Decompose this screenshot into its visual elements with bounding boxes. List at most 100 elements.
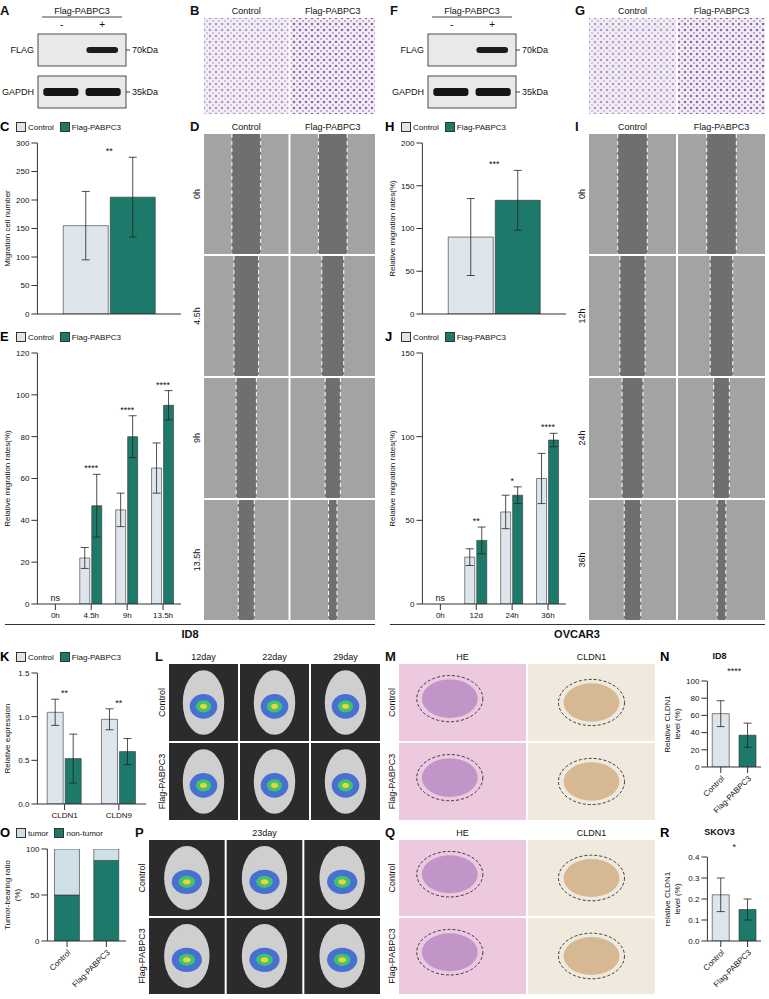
svg-text:29day: 29day [333, 652, 358, 662]
svg-text:Control: Control [618, 6, 647, 16]
svg-text:FLAG: FLAG [400, 45, 424, 55]
svg-text:0: 0 [25, 600, 30, 609]
svg-text:F: F [390, 4, 398, 18]
svg-text:Flag-PABPC3: Flag-PABPC3 [71, 948, 113, 990]
svg-text:150: 150 [401, 349, 415, 358]
svg-text:0.0: 0.0 [688, 937, 700, 946]
svg-text:CLDN1: CLDN1 [577, 828, 607, 838]
svg-text:Flag-PABPC3: Flag-PABPC3 [54, 6, 109, 16]
svg-text:Relative migration rates(%): Relative migration rates(%) [3, 430, 12, 527]
svg-text:0: 0 [35, 937, 40, 946]
svg-text:200: 200 [401, 139, 415, 148]
svg-text:0h: 0h [51, 611, 60, 620]
svg-text:-: - [60, 19, 63, 30]
svg-text:*: * [510, 476, 514, 486]
svg-text:level (%): level (%) [673, 883, 682, 914]
svg-text:50: 50 [30, 891, 39, 900]
svg-text:**: ** [473, 516, 481, 526]
svg-text:Q: Q [385, 826, 395, 840]
svg-text:24h: 24h [577, 430, 587, 445]
svg-text:CLDN1: CLDN1 [577, 652, 607, 662]
svg-text:36h: 36h [541, 611, 554, 620]
svg-text:60: 60 [20, 474, 29, 483]
svg-text:Control: Control [387, 863, 397, 892]
svg-text:Migration cell number: Migration cell number [3, 190, 12, 267]
svg-text:0: 0 [25, 310, 30, 319]
svg-text:1.0: 1.0 [18, 713, 30, 722]
svg-text:Relative CLDN1: Relative CLDN1 [663, 695, 672, 753]
svg-text:Flag-PABPC3: Flag-PABPC3 [694, 122, 749, 132]
svg-text:GAPDH: GAPDH [392, 87, 424, 97]
svg-text:50: 50 [405, 516, 414, 525]
svg-text:4.5h: 4.5h [83, 611, 99, 620]
svg-text:Control: Control [702, 774, 727, 799]
svg-text:0.5: 0.5 [18, 756, 30, 765]
svg-text:**: ** [61, 688, 69, 698]
svg-text:CLDN9: CLDN9 [106, 811, 133, 820]
svg-text:13.5h: 13.5h [153, 611, 173, 620]
svg-text:****: **** [120, 405, 135, 415]
svg-text:HE: HE [456, 652, 469, 662]
svg-text:0h: 0h [192, 189, 202, 199]
svg-text:100: 100 [686, 677, 700, 686]
svg-text:0.1: 0.1 [688, 916, 700, 925]
svg-text:Flag-PABPC3: Flag-PABPC3 [712, 774, 754, 816]
svg-text:36h: 36h [577, 552, 587, 567]
svg-text:300: 300 [16, 139, 30, 148]
svg-text:relative CLDN1: relative CLDN1 [663, 871, 672, 926]
svg-text:Control: Control [157, 688, 167, 717]
svg-text:Control: Control [137, 863, 147, 892]
svg-text:D: D [190, 120, 199, 134]
svg-text:60: 60 [690, 711, 699, 720]
svg-text:70kDa: 70kDa [522, 45, 548, 55]
svg-text:I: I [575, 120, 579, 134]
svg-text:50: 50 [20, 281, 29, 290]
svg-text:0.0: 0.0 [18, 800, 30, 809]
svg-text:HE: HE [456, 828, 469, 838]
svg-text:0: 0 [410, 600, 415, 609]
svg-text:0.4: 0.4 [688, 853, 700, 862]
svg-text:ns: ns [51, 593, 61, 603]
svg-text:Flag-PABPC3: Flag-PABPC3 [694, 6, 749, 16]
svg-text:80: 80 [20, 433, 29, 442]
svg-text:150: 150 [401, 182, 415, 191]
svg-text:Relative migration rates(%): Relative migration rates(%) [388, 430, 397, 527]
svg-text:Flag-PABPC3: Flag-PABPC3 [137, 928, 147, 983]
svg-text:Control: Control [618, 122, 647, 132]
svg-text:9h: 9h [192, 433, 202, 443]
svg-text:Flag-PABPC3: Flag-PABPC3 [712, 948, 754, 990]
svg-text:Control: Control [387, 688, 397, 717]
svg-text:100: 100 [401, 433, 415, 442]
svg-text:Relative migration rates(%): Relative migration rates(%) [388, 180, 397, 277]
svg-text:12d: 12d [470, 611, 483, 620]
svg-text:GAPDH: GAPDH [2, 87, 34, 97]
svg-text:50: 50 [405, 267, 414, 276]
svg-text:Tumor-bearing ratio: Tumor-bearing ratio [3, 859, 12, 930]
svg-text:CLDN1: CLDN1 [51, 811, 78, 820]
svg-text:Flag-PABPC3: Flag-PABPC3 [305, 6, 360, 16]
svg-text:35kDa: 35kDa [522, 87, 548, 97]
svg-text:****: **** [84, 463, 99, 473]
svg-text:G: G [575, 4, 585, 18]
svg-text:P: P [135, 826, 144, 840]
svg-text:13.5h: 13.5h [192, 549, 202, 572]
svg-text:0: 0 [695, 763, 700, 772]
svg-text:100: 100 [16, 253, 30, 262]
svg-text:level (%): level (%) [673, 708, 682, 739]
svg-text:Flag-PABPC3: Flag-PABPC3 [305, 122, 360, 132]
svg-text:Flag-PABPC3: Flag-PABPC3 [387, 754, 397, 809]
svg-text:4.5h: 4.5h [192, 307, 202, 325]
svg-text:40: 40 [690, 728, 699, 737]
svg-text:35kDa: 35kDa [132, 87, 158, 97]
svg-text:Control: Control [232, 122, 261, 132]
svg-text:****: **** [156, 380, 171, 390]
svg-text:A: A [0, 4, 10, 18]
svg-text:+: + [99, 19, 105, 30]
svg-text:B: B [190, 4, 199, 18]
svg-text:100: 100 [26, 845, 40, 854]
svg-text:**: ** [106, 146, 114, 156]
svg-text:9h: 9h [123, 611, 132, 620]
svg-text:70kDa: 70kDa [132, 45, 158, 55]
svg-text:1.5: 1.5 [18, 669, 30, 678]
svg-text:ns: ns [436, 593, 446, 603]
